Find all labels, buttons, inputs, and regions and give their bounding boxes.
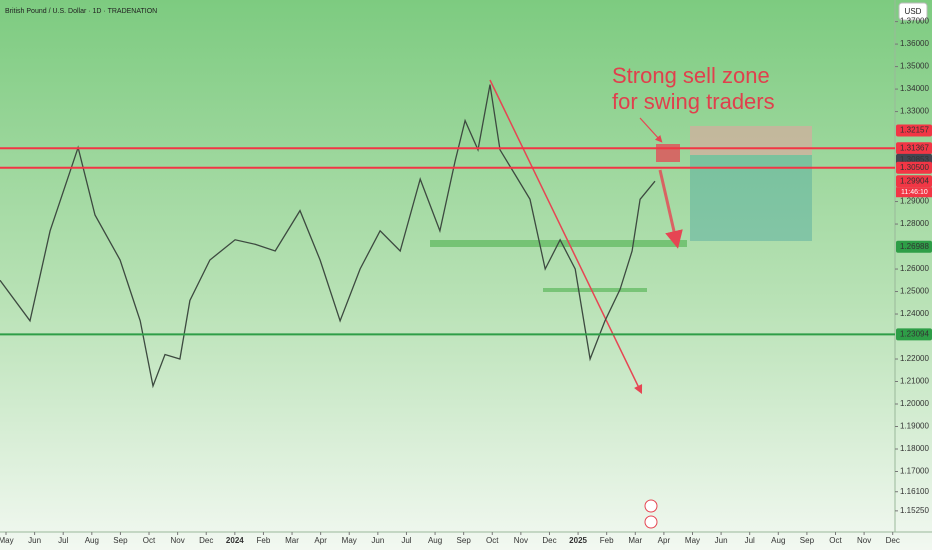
y-tick-label: 1.21000 [900, 377, 929, 386]
y-tick-label: 1.36000 [900, 39, 929, 48]
price-label-box [896, 161, 932, 174]
x-tick-label: 2025 [569, 536, 587, 545]
x-tick-label: Jun [28, 536, 41, 545]
x-tick-label: Feb [600, 536, 614, 545]
x-tick-label: Aug [771, 536, 785, 545]
x-tick-label: Oct [829, 536, 842, 545]
countdown: 11:46:10 [901, 189, 928, 196]
price-label: 1.29904 [900, 176, 929, 185]
x-tick-label: Jul [401, 536, 411, 545]
annotation: Strong sell zone [612, 63, 770, 88]
y-tick-label: 1.35000 [900, 62, 929, 71]
pointer-arrow [639, 117, 663, 143]
countdown-box [896, 187, 932, 198]
down-arrow [658, 169, 683, 249]
x-tick-label: Jun [715, 536, 728, 545]
event-icon [644, 515, 658, 529]
x-tick-label: Jul [745, 536, 755, 545]
x-tick-label: Dec [542, 536, 556, 545]
x-tick-label: Oct [486, 536, 499, 545]
y-tick-label: 1.18000 [900, 444, 929, 453]
price-label: 1.23094 [900, 330, 929, 339]
support-zone [543, 288, 647, 292]
x-tick-label: May [342, 536, 357, 545]
currency-box [898, 2, 928, 21]
x-tick-label: Sep [457, 536, 472, 545]
y-tick-label: 1.19000 [900, 422, 929, 431]
y-tick-label: 1.20000 [900, 399, 929, 408]
trend-line [489, 79, 643, 395]
price-label: 1.32157 [900, 126, 929, 135]
x-tick-label: Apr [658, 536, 671, 545]
stop-zone [690, 126, 812, 155]
price-label-box [896, 328, 932, 341]
price-label-box [896, 124, 932, 137]
x-tick-label: Feb [257, 536, 271, 545]
x-tick-label: 2024 [226, 536, 244, 545]
price-label: 1.26988 [900, 242, 929, 251]
x-tick-label: Dec [886, 536, 900, 545]
x-tick-label: Mar [628, 536, 642, 545]
x-tick-label: Apr [314, 536, 327, 545]
x-tick-label: Nov [514, 536, 528, 545]
y-tick-label: 1.28000 [900, 219, 929, 228]
y-tick-label: 1.17000 [900, 467, 929, 476]
sell-zone [656, 144, 680, 162]
x-tick-label: Dec [199, 536, 213, 545]
y-tick-label: 1.37000 [900, 17, 929, 26]
symbol-title: British Pound / U.S. Dollar · 1D · TRADE… [5, 8, 157, 15]
x-tick-label: May [0, 536, 14, 545]
x-tick-label: Oct [143, 536, 156, 545]
x-tick-label: Nov [171, 536, 185, 545]
x-tick-label: Nov [857, 536, 871, 545]
x-tick-label: Sep [800, 536, 815, 545]
price-label: 1.30500 [900, 163, 929, 172]
x-tick-label: Jun [371, 536, 384, 545]
x-tick-label: Jul [58, 536, 68, 545]
price-line [0, 84, 656, 389]
event-icon [644, 499, 658, 513]
annotation: for swing traders [612, 89, 775, 114]
y-tick-label: 1.25000 [900, 287, 929, 296]
y-tick-label: 1.26000 [900, 264, 929, 273]
price-label: 1.30853 [900, 155, 929, 164]
x-tick-label: Mar [285, 536, 299, 545]
y-tick-label: 1.24000 [900, 309, 929, 318]
price-label-box [896, 142, 932, 155]
x-tick-label: Aug [85, 536, 99, 545]
price-label-box [896, 240, 932, 253]
currency: USD [905, 7, 922, 16]
target-zone [690, 155, 812, 241]
price-label: 1.31367 [900, 143, 929, 152]
y-tick-label: 1.16100 [900, 487, 929, 496]
y-tick-label: 1.15250 [900, 506, 929, 515]
y-tick-label: 1.33000 [900, 107, 929, 116]
price-label-box [896, 175, 932, 188]
x-tick-label: May [685, 536, 700, 545]
x-tick-label: Aug [428, 536, 442, 545]
y-tick-label: 1.22000 [900, 354, 929, 363]
x-tick-label: Sep [113, 536, 128, 545]
y-tick-label: 1.29000 [900, 197, 929, 206]
y-tick-label: 1.34000 [900, 84, 929, 93]
